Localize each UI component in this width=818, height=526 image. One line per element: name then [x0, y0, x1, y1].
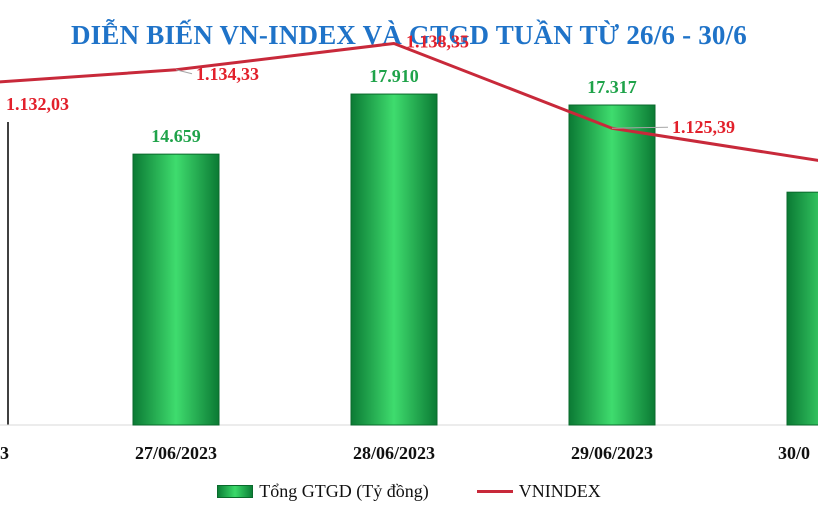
bar-29/06/2023 [568, 104, 656, 426]
x-tick-label: 29/06/2023 [571, 443, 653, 463]
legend-swatch-line [476, 489, 513, 493]
x-tick-label: 30/0 [778, 443, 810, 463]
x-tick-label: 28/06/2023 [353, 443, 435, 463]
leader-line [175, 69, 193, 75]
vnindex-line [0, 41, 818, 162]
bar-27/06/2023 [132, 153, 220, 426]
leader-line [611, 126, 669, 129]
bar-value-label: 14.659 [151, 126, 201, 146]
legend-swatch-bar [217, 484, 254, 498]
legend-label-gtgd: Tổng GTGD (Tỷ đồng) [259, 480, 429, 501]
bar-28/06/2023 [350, 93, 438, 426]
line-value-label: 1.138,35 [406, 31, 469, 51]
x-tick-label: 27/06/2023 [135, 443, 217, 463]
legend-item-gtgd: Tổng GTGD (Tỷ đồng) [217, 480, 429, 502]
bar-30/06/2023 [786, 191, 818, 426]
x-tick-label: 3 [0, 443, 9, 463]
bar-value-label: 17.910 [369, 66, 419, 86]
line-value-label: 1.134,33 [196, 64, 259, 84]
chart-title: DIỄN BIẾN VN-INDEX VÀ GTGD TUẦN TỪ 26/6 … [70, 20, 748, 50]
line-value-label: 1.125,39 [672, 117, 735, 137]
line-value-label: 1.132,03 [6, 94, 69, 114]
legend-label-vnindex: VNINDEX [518, 480, 601, 501]
bar-value-label: 17.317 [587, 77, 637, 97]
legend: Tổng GTGD (Tỷ đồng) VNINDEX [0, 478, 818, 504]
legend-item-vnindex: VNINDEX [476, 480, 601, 502]
